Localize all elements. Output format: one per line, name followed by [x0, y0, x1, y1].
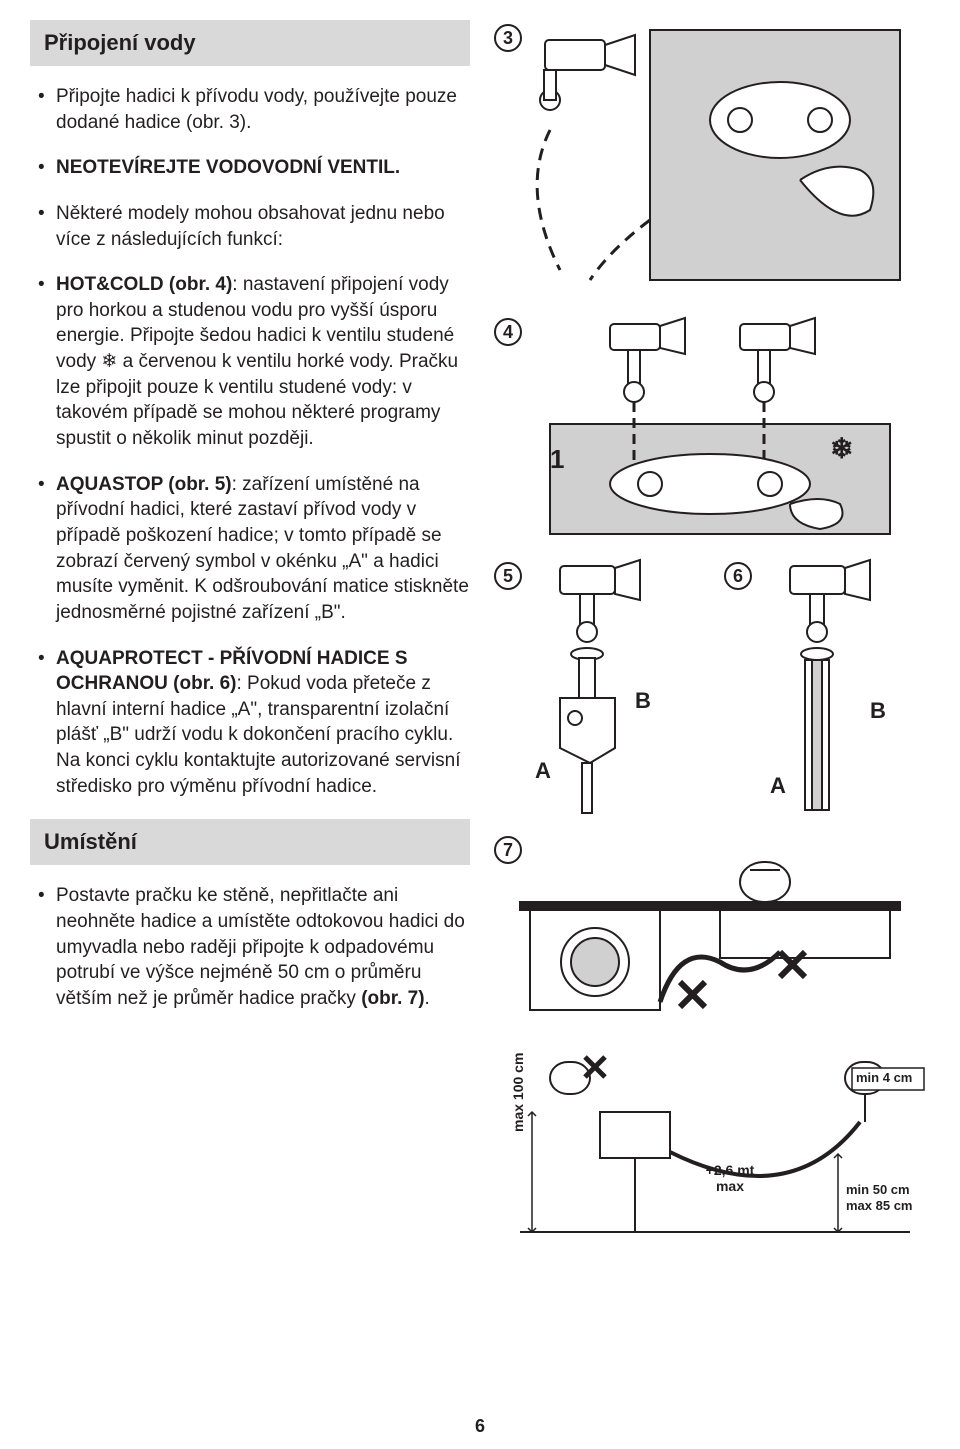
water-item-2-warning: NEOTEVÍREJTE VODOVODNÍ VENTIL. [38, 155, 470, 181]
page-number: 6 [0, 1416, 960, 1437]
fig3-number: 3 [494, 24, 522, 52]
fig6-label-B: B [870, 698, 886, 724]
figure-5-6-row: 5 A B [490, 558, 930, 818]
water-item-1: Připojte hadici k přívodu vody, používej… [38, 84, 470, 135]
figure-6: 6 A B [720, 558, 930, 818]
fig3-illustration [490, 20, 910, 300]
fig4-number: 4 [494, 318, 522, 346]
water-item-aquastop: AQUASTOP (obr. 5): zařízení umístěné na … [38, 472, 470, 626]
fig7-dim-max100: max 100 cm [510, 1053, 526, 1132]
fig4-snowflake-icon: ❄ [830, 432, 853, 465]
water-item-aquaprotect: AQUAPROTECT - PŘÍVODNÍ HADICE S OCHRANOU… [38, 646, 470, 800]
figure-5: 5 A B [490, 558, 700, 818]
placement-text: Postavte pračku ke stěně, nepřitlačte an… [56, 885, 465, 1009]
placement-list: Postavte pračku ke stěně, nepřitlačte an… [30, 883, 470, 1011]
fig7-dim-min50: min 50 cm [846, 1182, 910, 1197]
heading-placement: Umístění [30, 819, 470, 865]
fig7-dim-max85: max 85 cm [846, 1198, 913, 1213]
fig5-number: 5 [494, 562, 522, 590]
fig7-number: 7 [494, 836, 522, 864]
water-item-hotcold: HOT&COLD (obr. 4): nastavení připojení v… [38, 272, 470, 451]
figure-7: 7 [490, 832, 930, 1252]
fig5-label-B: B [635, 688, 651, 714]
placement-item-1: Postavte pračku ke stěně, nepřitlačte an… [38, 883, 470, 1011]
fig6-illustration [720, 558, 920, 818]
fig6-label-A: A [770, 773, 786, 799]
figure-4: 4 [490, 314, 930, 544]
fig4-label-1: 1 [550, 444, 564, 475]
fig5-illustration [490, 558, 690, 818]
fig7-dim-length: +2,6 mt max [690, 1162, 770, 1194]
figure-3: 3 [490, 20, 930, 300]
hotcold-lead: HOT&COLD (obr. 4) [56, 274, 232, 295]
fig7-dim-min4: min 4 cm [856, 1070, 912, 1085]
water-list: Připojte hadici k přívodu vody, používej… [30, 84, 470, 799]
fig4-illustration [490, 314, 910, 544]
aquastop-lead: AQUASTOP (obr. 5) [56, 474, 232, 495]
water-item-3: Některé modely mohou obsahovat jednu neb… [38, 201, 470, 252]
heading-water-connection: Připojení vody [30, 20, 470, 66]
fig5-label-A: A [535, 758, 551, 784]
hotcold-rest: : nastavení připojení vody pro horkou a … [56, 274, 458, 449]
warning-text: NEOTEVÍREJTE VODOVODNÍ VENTIL. [56, 157, 400, 178]
fig6-number: 6 [724, 562, 752, 590]
aquastop-rest: : zařízení umístěné na přívodní hadici, … [56, 474, 469, 623]
